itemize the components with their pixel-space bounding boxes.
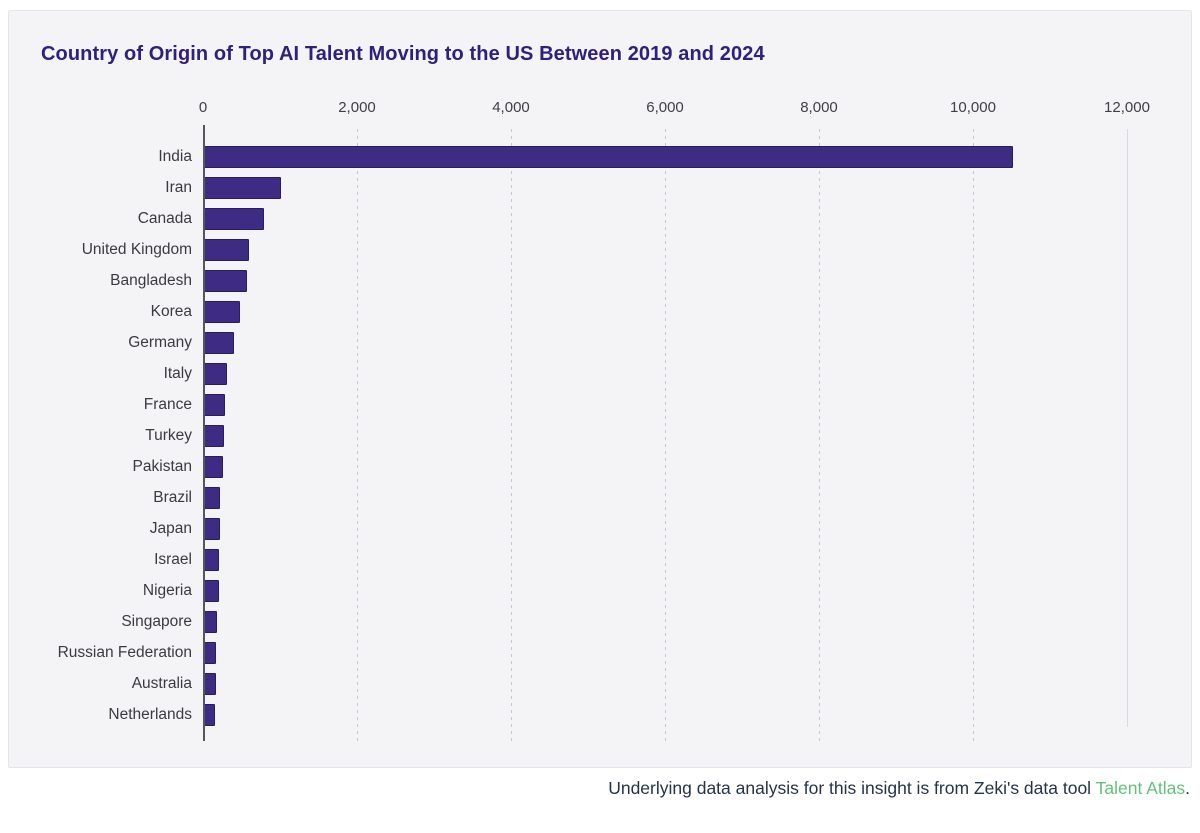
bar-row: Canada bbox=[138, 203, 1127, 234]
footer-text: Underlying data analysis for this insigh… bbox=[608, 778, 1096, 798]
category-label: Turkey bbox=[145, 426, 192, 444]
x-tick-label: 2,000 bbox=[338, 99, 376, 116]
bar-row: India bbox=[158, 141, 1127, 172]
bar-row: Turkey bbox=[145, 420, 1127, 451]
x-axis-top: 0 2,000 4,000 6,000 8,000 10,000 12,000 bbox=[199, 99, 1150, 121]
bar bbox=[204, 393, 226, 416]
footer-attribution: Underlying data analysis for this insigh… bbox=[608, 778, 1190, 799]
chart-title: Country of Origin of Top AI Talent Movin… bbox=[41, 43, 765, 65]
bar bbox=[204, 331, 235, 354]
gridline bbox=[818, 129, 820, 741]
bar bbox=[204, 269, 247, 292]
gridline bbox=[1127, 129, 1128, 727]
footer-period: . bbox=[1185, 778, 1190, 798]
bar bbox=[204, 300, 241, 323]
gridline bbox=[356, 129, 358, 741]
bar-row: Brazil bbox=[153, 483, 1127, 514]
category-label: Canada bbox=[137, 209, 192, 227]
bar bbox=[204, 549, 220, 572]
bar bbox=[204, 704, 215, 727]
bar-row: Australia bbox=[132, 669, 1127, 700]
category-label: Japan bbox=[149, 520, 192, 538]
category-label: Korea bbox=[150, 302, 192, 320]
bar-row: Japan bbox=[150, 514, 1127, 545]
bar bbox=[204, 238, 249, 261]
bar-row: Pakistan bbox=[133, 451, 1127, 482]
category-label: Italy bbox=[163, 364, 192, 382]
category-label: India bbox=[158, 147, 192, 165]
bar-row: Russian Federation bbox=[58, 638, 1127, 669]
bar bbox=[204, 673, 217, 696]
plot-area: India Iran Canada United Kingdom Bangladesh K… bbox=[58, 125, 1128, 741]
bar-row: Bangladesh bbox=[110, 265, 1127, 296]
gridline bbox=[665, 129, 666, 741]
bar-row: France bbox=[144, 389, 1127, 420]
bar bbox=[204, 176, 281, 199]
talent-atlas-link[interactable]: Talent Atlas bbox=[1095, 778, 1186, 798]
gridline bbox=[973, 129, 974, 741]
x-tick-label: 10,000 bbox=[950, 99, 996, 116]
category-label: Netherlands bbox=[108, 706, 192, 724]
category-label: France bbox=[143, 395, 192, 413]
bar bbox=[204, 580, 219, 603]
category-label: Nigeria bbox=[142, 582, 192, 600]
category-label: Iran bbox=[165, 178, 192, 196]
chart-card: Country of Origin of Top AI Talent Movin… bbox=[8, 10, 1192, 768]
bar bbox=[204, 642, 217, 665]
bar bbox=[204, 518, 221, 541]
bar-row: Italy bbox=[164, 358, 1127, 389]
bar bbox=[204, 362, 227, 385]
bar bbox=[204, 455, 224, 478]
x-tick-label: 4,000 bbox=[492, 99, 530, 116]
x-tick-label: 6,000 bbox=[646, 99, 684, 116]
category-label: Bangladesh bbox=[110, 271, 192, 289]
bar-row: Nigeria bbox=[143, 576, 1127, 607]
y-axis-line bbox=[203, 125, 205, 741]
category-label: Pakistan bbox=[132, 457, 192, 475]
category-label: Singapore bbox=[121, 613, 192, 631]
bar-row: Israel bbox=[154, 545, 1127, 576]
x-tick-label: 12,000 bbox=[1104, 99, 1150, 116]
category-label: Germany bbox=[128, 333, 192, 351]
bar-row: Germany bbox=[128, 327, 1127, 358]
bar bbox=[204, 487, 221, 510]
bar-row: Iran bbox=[165, 172, 1127, 203]
category-label: United Kingdom bbox=[81, 240, 192, 258]
bar-row: United Kingdom bbox=[82, 234, 1127, 265]
x-tick-label: 0 bbox=[198, 99, 208, 116]
bar bbox=[204, 424, 225, 447]
bar bbox=[204, 145, 1013, 168]
bar-rows: India Iran Canada United Kingdom Bangladesh K… bbox=[58, 141, 1127, 731]
category-label: Israel bbox=[154, 551, 192, 569]
category-label: Brazil bbox=[153, 489, 192, 507]
category-label: Russian Federation bbox=[57, 644, 192, 662]
bar-row: Singapore bbox=[121, 607, 1127, 638]
gridline bbox=[510, 129, 512, 741]
x-tick-label: 8,000 bbox=[800, 99, 838, 116]
bar-row: Netherlands bbox=[108, 700, 1127, 731]
category-label: Australia bbox=[131, 675, 192, 693]
bar-row: Korea bbox=[151, 296, 1127, 327]
bar bbox=[204, 611, 217, 634]
bar bbox=[204, 207, 265, 230]
